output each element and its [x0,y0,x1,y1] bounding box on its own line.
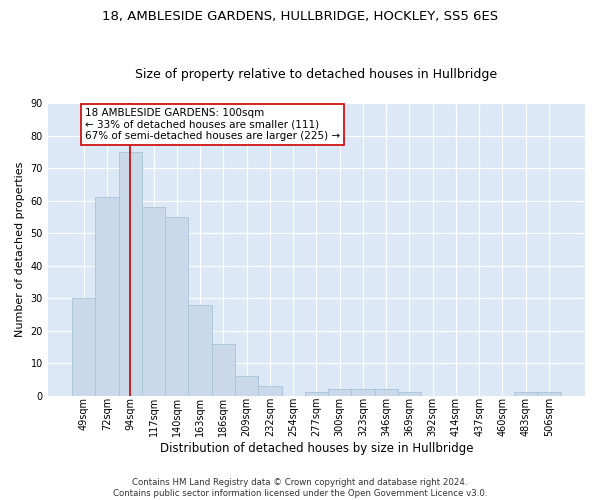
Bar [72,298,95,396]
Bar [514,392,538,396]
Bar [212,344,235,396]
Bar [235,376,258,396]
Bar [188,304,212,396]
Bar [119,152,142,396]
X-axis label: Distribution of detached houses by size in Hullbridge: Distribution of detached houses by size … [160,442,473,455]
Text: 18, AMBLESIDE GARDENS, HULLBRIDGE, HOCKLEY, SS5 6ES: 18, AMBLESIDE GARDENS, HULLBRIDGE, HOCKL… [102,10,498,23]
Bar [328,389,351,396]
Bar [258,386,281,396]
Bar [142,207,165,396]
Text: 18 AMBLESIDE GARDENS: 100sqm
← 33% of detached houses are smaller (111)
67% of s: 18 AMBLESIDE GARDENS: 100sqm ← 33% of de… [85,108,340,141]
Bar [398,392,421,396]
Bar [351,389,374,396]
Bar [95,198,119,396]
Text: Contains HM Land Registry data © Crown copyright and database right 2024.
Contai: Contains HM Land Registry data © Crown c… [113,478,487,498]
Bar [374,389,398,396]
Title: Size of property relative to detached houses in Hullbridge: Size of property relative to detached ho… [136,68,497,81]
Y-axis label: Number of detached properties: Number of detached properties [15,162,25,337]
Bar [305,392,328,396]
Bar [538,392,560,396]
Bar [165,217,188,396]
